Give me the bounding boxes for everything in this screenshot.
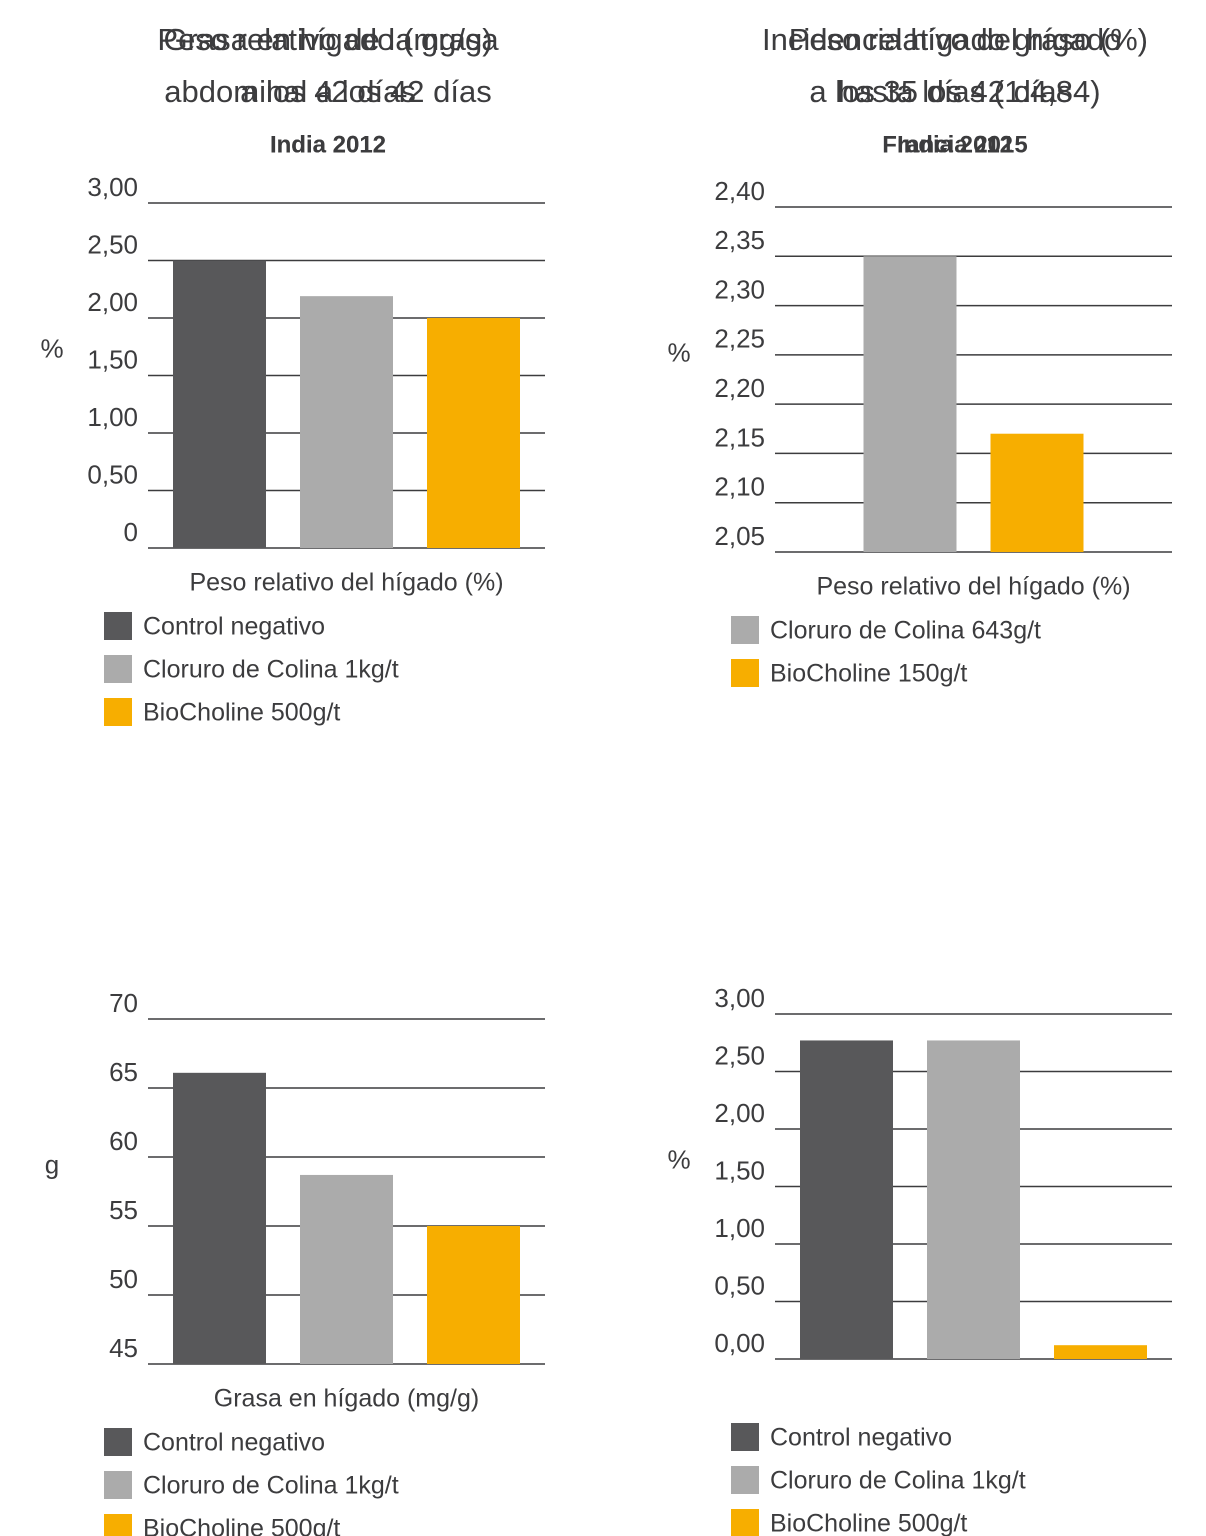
- chart-subtitle: Francia 2015: [882, 131, 1027, 158]
- legend-label: Control negativo: [143, 613, 325, 641]
- bar: [300, 1174, 393, 1364]
- y-tick-label: 2,35: [714, 225, 765, 255]
- y-tick-label: 2,05: [714, 521, 765, 551]
- y-tick-label: 2,50: [87, 229, 138, 259]
- legend-label: Cloruro de Colina 643g/t: [770, 617, 1041, 645]
- bar: [863, 256, 957, 552]
- legend-label: Control negativo: [143, 1429, 325, 1457]
- bar: [927, 1040, 1020, 1359]
- y-tick-label: 2,40: [714, 176, 765, 206]
- y-tick-label: 1,50: [714, 1155, 765, 1185]
- bar: [300, 296, 393, 548]
- bar: [173, 1072, 266, 1364]
- y-tick-label: 2,30: [714, 274, 765, 304]
- legend-label: BioCholine 500g/t: [143, 699, 340, 727]
- legend-label: Control negativo: [770, 1424, 952, 1452]
- y-tick-label: 0,50: [714, 1270, 765, 1300]
- legend-swatch: [731, 1423, 759, 1451]
- chart-subtitle: India 2012: [270, 131, 386, 158]
- chart-title: Incidencia hígado graso (%): [762, 22, 1148, 57]
- y-tick-label: 55: [109, 1195, 138, 1225]
- y-tick-label: 1,00: [87, 402, 138, 432]
- y-tick-label: 0,50: [87, 459, 138, 489]
- y-tick-label: 1,00: [714, 1213, 765, 1243]
- bar: [427, 318, 520, 548]
- legend-swatch: [104, 1514, 132, 1536]
- y-tick-label: 1,50: [87, 344, 138, 374]
- legend-swatch: [104, 1471, 132, 1499]
- y-tick-label: 2,20: [714, 373, 765, 403]
- legend-swatch: [731, 659, 759, 687]
- y-tick-label: 65: [109, 1057, 138, 1087]
- y-tick-label: 2,25: [714, 324, 765, 354]
- y-tick-label: 50: [109, 1264, 138, 1294]
- legend-label: BioCholine 500g/t: [143, 1515, 340, 1536]
- legend-swatch: [104, 655, 132, 683]
- y-axis-label: %: [667, 1144, 690, 1174]
- legend-swatch: [104, 698, 132, 726]
- legend-swatch: [104, 1428, 132, 1456]
- legend-swatch: [731, 1466, 759, 1494]
- legend-swatch: [731, 616, 759, 644]
- legend-label: BioCholine 150g/t: [770, 660, 967, 688]
- y-tick-label: 3,00: [714, 983, 765, 1013]
- chart-title: Peso relativo del hígado: [789, 22, 1122, 57]
- y-tick-label: 45: [109, 1333, 138, 1363]
- y-tick-label: 2,00: [87, 287, 138, 317]
- x-axis-label: Peso relativo del hígado (%): [189, 569, 503, 597]
- x-axis-label: Peso relativo del hígado (%): [816, 573, 1130, 601]
- bar: [1054, 1345, 1147, 1359]
- y-tick-label: 0: [124, 517, 138, 547]
- chart-title: Peso relativo de la grasa: [157, 22, 499, 57]
- legend-label: Cloruro de Colina 1kg/t: [143, 1472, 399, 1500]
- y-tick-label: 0,00: [714, 1328, 765, 1358]
- legend-label: Cloruro de Colina 1kg/t: [770, 1467, 1026, 1495]
- chart-title: a los 42 días: [240, 74, 416, 109]
- bar: [800, 1040, 893, 1359]
- y-axis-label: g: [45, 1149, 59, 1179]
- legend-swatch: [104, 612, 132, 640]
- chart-title: Grasa en hígado (mg/g): [163, 22, 492, 57]
- chart-title: a los 35 días (1:4,84): [809, 74, 1100, 109]
- bar: [427, 1226, 520, 1364]
- legend-label: Cloruro de Colina 1kg/t: [143, 656, 399, 684]
- legend-swatch: [731, 1509, 759, 1536]
- chart-title: hasta los 42 días: [838, 74, 1072, 109]
- y-tick-label: 2,00: [714, 1098, 765, 1128]
- bar: [990, 433, 1084, 552]
- y-axis-label: %: [667, 337, 690, 367]
- bar: [173, 260, 266, 548]
- chart-title: abdominal a los 42 días: [164, 74, 491, 109]
- chart-subtitle: India 2012: [897, 131, 1013, 158]
- y-tick-label: 2,15: [714, 422, 765, 452]
- y-tick-label: 70: [109, 988, 138, 1018]
- y-tick-label: 60: [109, 1126, 138, 1156]
- legend-label: BioCholine 500g/t: [770, 1510, 967, 1536]
- chart-subtitle: India 2012: [270, 131, 386, 158]
- y-tick-label: 2,50: [714, 1040, 765, 1070]
- y-tick-label: 3,00: [87, 172, 138, 202]
- y-tick-label: 2,10: [714, 472, 765, 502]
- y-axis-label: %: [40, 333, 63, 363]
- x-axis-label: Grasa en hígado (mg/g): [214, 1385, 479, 1413]
